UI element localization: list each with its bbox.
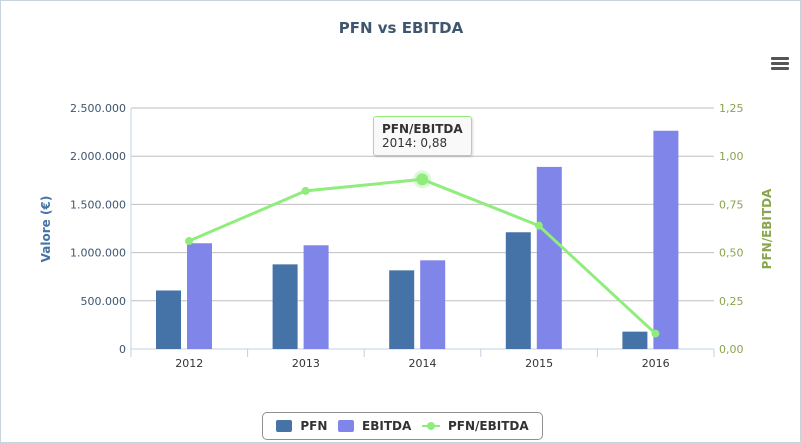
y-right-tick-label: 0,00 <box>719 343 744 356</box>
x-tick-label: 2014 <box>409 357 437 370</box>
x-tick-label: 2016 <box>642 357 670 370</box>
y-right-tick-label: 0,75 <box>719 198 744 211</box>
x-tick-label: 2013 <box>292 357 320 370</box>
legend: PFN EBITDA PFN/EBITDA <box>262 412 543 440</box>
legend-line-marker <box>421 422 440 430</box>
bar-pfn-2014 <box>389 270 415 349</box>
x-tick-label: 2012 <box>175 357 203 370</box>
bar-pfn-2012 <box>156 290 181 349</box>
hamburger-icon[interactable] <box>771 57 789 71</box>
tooltip-text: 2014: 0,88 <box>382 136 448 150</box>
bar-ebitda-2012 <box>187 243 212 349</box>
legend-swatch <box>338 420 355 432</box>
bar-pfn-2013 <box>272 264 298 349</box>
legend-item-pfn[interactable]: PFN <box>276 419 327 433</box>
point-2016 <box>651 329 660 338</box>
bar-ebitda-2014 <box>420 260 446 349</box>
legend-item-ebitda[interactable]: EBITDA <box>338 419 411 433</box>
y-right-tick-label: 0,25 <box>719 295 744 308</box>
y-right-tick-label: 0,50 <box>719 247 744 260</box>
bar-ebitda-2016 <box>653 130 679 349</box>
bar-ebitda-2015 <box>536 166 562 349</box>
y-tick-label: 1.500.000 <box>70 198 126 211</box>
tooltip-title: PFN/EBITDA <box>382 122 463 136</box>
y-tick-label: 2.500.000 <box>70 102 126 115</box>
tooltip: PFN/EBITDA 2014: 0,88 <box>373 116 472 156</box>
y-tick-label: 1.000.000 <box>70 247 126 260</box>
legend-item-ratio[interactable]: PFN/EBITDA <box>421 419 529 433</box>
legend-label: PFN <box>300 419 328 433</box>
y-axis-title: Valore (€) <box>39 196 53 263</box>
bar-pfn-2016 <box>622 331 648 349</box>
legend-label: PFN/EBITDA <box>447 419 529 433</box>
x-tick-label: 2015 <box>525 357 553 370</box>
y-right-axis-title: PFN/EBITDA <box>760 188 774 269</box>
bar-ebitda-2013 <box>303 245 329 349</box>
legend-swatch <box>276 420 293 432</box>
y-tick-label: 0 <box>119 343 126 356</box>
y-tick-label: 500.000 <box>81 295 127 308</box>
point-2014 <box>416 173 429 186</box>
point-2015 <box>534 221 543 230</box>
bar-pfn-2015 <box>505 232 531 349</box>
y-right-tick-label: 1,25 <box>719 102 744 115</box>
y-tick-label: 2.000.000 <box>70 150 126 163</box>
y-right-tick-label: 1,00 <box>719 150 744 163</box>
point-2012 <box>185 237 193 246</box>
point-2013 <box>301 186 310 195</box>
legend-label: EBITDA <box>362 419 412 433</box>
chart-title: PFN vs EBITDA <box>339 19 464 37</box>
